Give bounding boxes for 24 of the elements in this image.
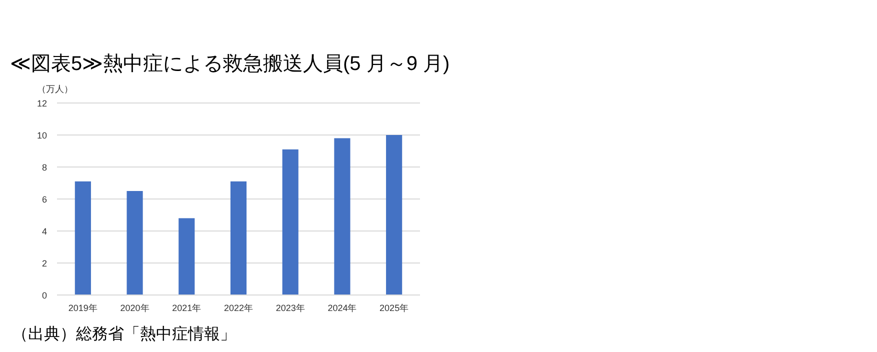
bar [386,135,402,295]
y-tick-label: 6 [42,194,47,204]
x-tick-label: 2022年 [224,303,254,313]
y-tick-label: 10 [36,130,47,140]
x-tick-label: 2025年 [380,303,409,313]
y-tick-label: 2 [42,258,47,268]
chart-title: ≪図表5≫熱中症による救急搬送人員(5 月～9 月) [10,53,450,75]
x-tick-label: 2021年 [172,303,202,313]
text: （出典）総務省「熱中症情報」 [12,325,236,343]
y-axis-title: （万人） [37,84,73,94]
bar [334,138,350,295]
x-tick-label: 2019年 [68,303,98,313]
y-tick-label: 8 [42,162,47,172]
y-tick-label: 12 [36,98,47,108]
y-tick-label: 4 [42,226,47,236]
y-tick-label: 0 [42,290,47,300]
x-tick-label: 2020年 [120,303,150,313]
bar [282,149,298,295]
bar [178,218,195,295]
x-tick-label: 2024年 [328,303,357,313]
bar [230,181,247,295]
x-tick-label: 2023年 [276,303,305,313]
bar [74,181,91,295]
bar [126,191,143,295]
